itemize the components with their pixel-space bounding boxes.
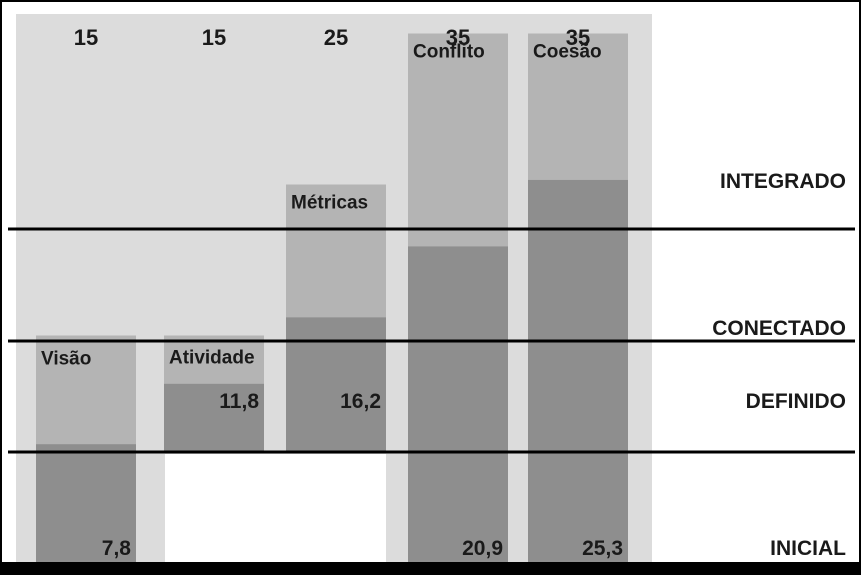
value-bar-1	[36, 444, 136, 562]
level-label-conectado: CONECTADO	[712, 317, 846, 340]
empty-region	[165, 454, 386, 562]
category-label-1: Visão	[41, 349, 91, 370]
category-label-2: Atividade	[169, 348, 255, 369]
max-label-2: 15	[202, 25, 226, 50]
category-label-4: Conflito	[413, 42, 485, 63]
value-label-1: 7,8	[102, 537, 132, 560]
value-bar-3	[286, 317, 386, 452]
value-label-2: 11,8	[219, 390, 259, 413]
max-label-5: 35	[566, 25, 590, 50]
level-label-inicial: INICIAL	[770, 537, 846, 560]
value-label-4: 20,9	[462, 537, 503, 560]
value-label-5: 25,3	[582, 537, 623, 560]
max-label-4: 35	[446, 25, 470, 50]
value-bar-2	[164, 383, 264, 452]
value-bar-4	[408, 246, 508, 562]
category-label-3: Métricas	[291, 193, 368, 214]
value-label-3: 16,2	[340, 390, 381, 413]
level-label-integrado: INTEGRADO	[720, 170, 846, 193]
level-label-definido: DEFINIDO	[746, 390, 846, 413]
category-label-5: Coesão	[533, 42, 602, 63]
baseline-bar	[0, 562, 861, 575]
max-label-1: 15	[74, 25, 98, 50]
max-label-3: 25	[324, 25, 348, 50]
value-bar-5	[528, 179, 628, 562]
